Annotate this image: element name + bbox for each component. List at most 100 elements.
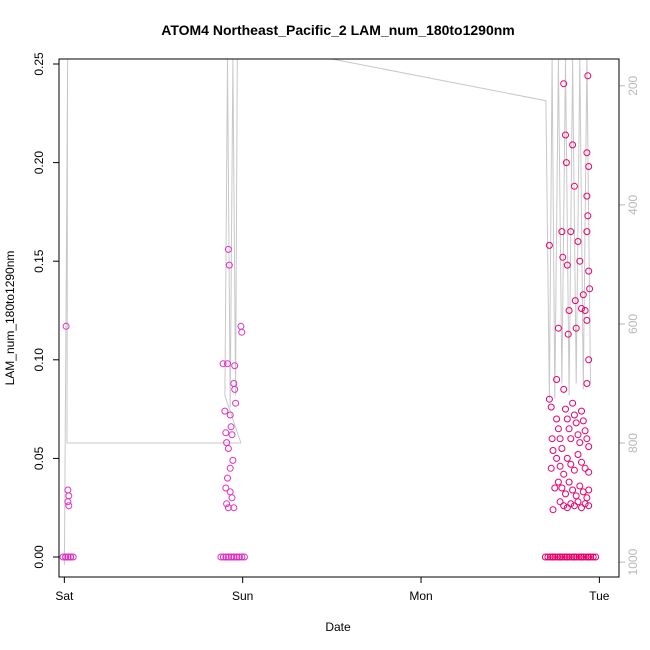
data-point bbox=[576, 439, 584, 447]
data-point bbox=[567, 435, 575, 443]
data-point bbox=[556, 435, 564, 443]
data-point bbox=[556, 553, 564, 561]
data-point bbox=[581, 427, 589, 435]
data-point bbox=[577, 553, 585, 561]
pressure-line bbox=[63, 58, 591, 566]
data-point bbox=[219, 360, 227, 368]
data-point bbox=[549, 506, 557, 514]
data-point bbox=[547, 403, 555, 411]
data-point bbox=[565, 553, 573, 561]
data-point bbox=[578, 458, 585, 466]
data-point bbox=[560, 470, 568, 478]
data-point bbox=[589, 553, 597, 561]
data-point bbox=[574, 451, 582, 458]
data-point bbox=[563, 504, 571, 512]
data-point bbox=[551, 484, 559, 492]
data-point bbox=[549, 553, 557, 561]
data-point bbox=[568, 553, 576, 561]
y2-tick-label: 200 bbox=[626, 75, 640, 95]
y-tick-label: 0.00 bbox=[32, 545, 46, 569]
data-point bbox=[224, 445, 232, 452]
data-point bbox=[221, 407, 229, 415]
data-point bbox=[547, 464, 555, 472]
data-point bbox=[229, 456, 237, 464]
data-point bbox=[583, 228, 591, 236]
data-point bbox=[581, 500, 589, 508]
data-point bbox=[585, 486, 593, 494]
data-point bbox=[569, 141, 577, 149]
data-point bbox=[222, 484, 230, 492]
data-point bbox=[583, 149, 591, 157]
data-point bbox=[549, 447, 557, 454]
data-point bbox=[235, 553, 243, 561]
data-point bbox=[233, 553, 241, 561]
data-point bbox=[222, 553, 230, 561]
data-point bbox=[592, 553, 600, 561]
data-point bbox=[225, 261, 233, 269]
data-point bbox=[576, 257, 584, 265]
data-point bbox=[563, 261, 571, 269]
data-point bbox=[583, 380, 591, 387]
data-point bbox=[573, 553, 580, 561]
data-point bbox=[578, 305, 585, 312]
data-point bbox=[227, 423, 235, 431]
data-point bbox=[581, 307, 589, 314]
data-point bbox=[579, 417, 587, 425]
data-point bbox=[226, 464, 234, 472]
data-point bbox=[228, 431, 236, 439]
y2-tick-label: 600 bbox=[626, 314, 640, 334]
data-point bbox=[562, 490, 569, 498]
data-points bbox=[59, 72, 600, 561]
data-point bbox=[62, 322, 70, 330]
data-point bbox=[570, 411, 578, 419]
data-point bbox=[554, 553, 562, 561]
data-point bbox=[583, 435, 591, 443]
data-point bbox=[563, 553, 571, 561]
data-point bbox=[238, 328, 246, 336]
data-point bbox=[548, 435, 556, 443]
y-axis-label: LAM_num_180to1290nm bbox=[3, 251, 17, 386]
data-point bbox=[222, 429, 230, 437]
data-point bbox=[560, 385, 568, 393]
data-point bbox=[569, 399, 577, 407]
data-point bbox=[67, 553, 75, 561]
data-point bbox=[231, 362, 239, 370]
data-point bbox=[237, 322, 245, 330]
data-point bbox=[561, 553, 569, 561]
data-point bbox=[546, 553, 554, 561]
data-point bbox=[69, 553, 77, 561]
y-tick-label: 0.15 bbox=[32, 249, 46, 273]
data-point bbox=[578, 504, 585, 512]
data-point bbox=[580, 553, 588, 561]
x-tick-label: Sat bbox=[55, 589, 74, 603]
data-point bbox=[225, 553, 233, 561]
data-point bbox=[560, 80, 568, 88]
data-point bbox=[232, 399, 240, 407]
data-point bbox=[562, 131, 569, 139]
data-point bbox=[587, 553, 595, 561]
data-point bbox=[551, 553, 559, 561]
data-point bbox=[578, 407, 585, 415]
data-point bbox=[572, 419, 580, 427]
x-axis-label: Date bbox=[325, 620, 351, 634]
data-point bbox=[556, 462, 564, 470]
data-point bbox=[563, 415, 571, 423]
x-tick-label: Mon bbox=[409, 589, 432, 603]
data-point bbox=[559, 253, 567, 261]
data-point bbox=[554, 425, 562, 433]
data-point bbox=[574, 431, 582, 439]
data-point bbox=[554, 478, 562, 486]
data-point bbox=[585, 468, 593, 476]
data-point bbox=[575, 553, 583, 561]
data-point bbox=[569, 486, 577, 494]
data-point bbox=[583, 494, 591, 502]
y-tick-label: 0.20 bbox=[32, 151, 46, 175]
data-point bbox=[583, 192, 591, 200]
data-point bbox=[570, 502, 578, 510]
data-point bbox=[565, 478, 573, 486]
data-point bbox=[585, 267, 593, 275]
y2-tick-label: 1000 bbox=[626, 548, 640, 575]
data-point bbox=[224, 245, 232, 253]
data-point bbox=[586, 285, 594, 293]
data-point bbox=[64, 553, 72, 561]
